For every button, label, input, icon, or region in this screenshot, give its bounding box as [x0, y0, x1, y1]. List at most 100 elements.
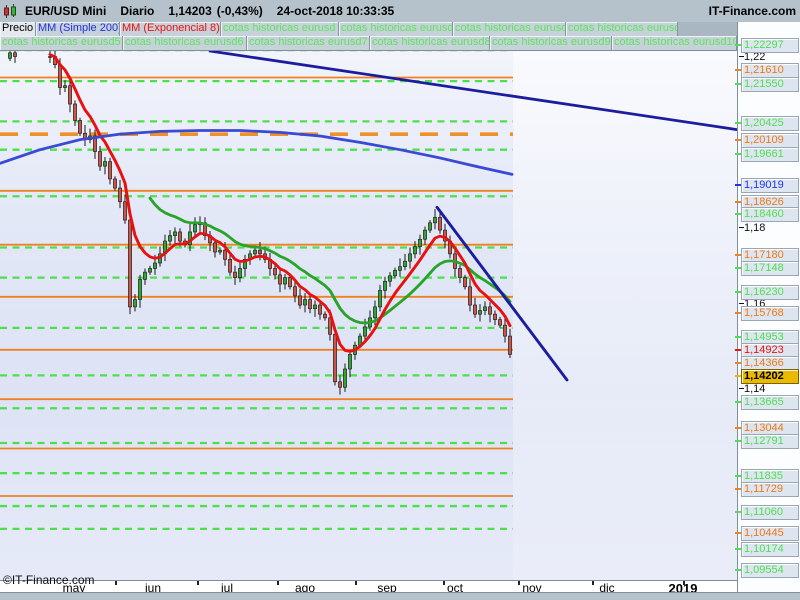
price-level-tag: 1,17148 — [735, 261, 799, 276]
toolbar-button-cotas-historicas-eurusd3[interactable]: cotas historicas eurusd3 — [453, 22, 566, 36]
price-level-tag: 1,11729 — [735, 482, 799, 497]
toolbar-button-cotas-historicas-eurusd2[interactable]: cotas historicas eurusd2 — [339, 22, 453, 36]
brand-logo-text: IT-Finance.com — [708, 4, 796, 18]
toolbar-button-cotas-historicas-eurusd7[interactable]: cotas historicas eurusd7 — [247, 36, 370, 50]
price-level-tag: 1,10445 — [735, 526, 799, 541]
last-price: 1,14203 — [168, 4, 212, 18]
month-label-ago: ago — [294, 581, 316, 595]
price-level-tag: 1,19661 — [735, 147, 799, 162]
candle-down — [278, 274, 282, 285]
indicator-toolbar-row-2: cotas historicas eurusd5 cotas historicas… — [0, 36, 737, 50]
candle-up — [283, 277, 287, 285]
candle-up — [478, 310, 482, 315]
candle-down — [308, 299, 312, 310]
price-level-tag: 1,19019 — [735, 178, 799, 193]
timeframe-label: Diario — [120, 4, 155, 18]
trendline-steep-downtrend — [435, 205, 569, 382]
candle-up — [403, 260, 407, 267]
candle-down — [113, 178, 117, 189]
candle-down — [73, 103, 77, 121]
price-level-tag: 1,10174 — [735, 542, 799, 557]
candle-up — [398, 266, 402, 271]
price-level-tag: 1,13665 — [735, 395, 799, 410]
month-tick — [683, 581, 685, 585]
candle-down — [498, 319, 502, 326]
status-bar — [0, 592, 800, 600]
candle-up — [413, 246, 417, 255]
toolbar-button-cotas-historicas-eurusd6[interactable]: cotas historicas eurusd6 — [123, 36, 247, 50]
month-tick — [197, 581, 199, 585]
candle-down — [273, 268, 277, 276]
candle-up — [218, 249, 222, 253]
toolbar-button-cotas-historicas-eurusd8[interactable]: cotas historicas eurusd8 — [370, 36, 490, 50]
candle-up — [148, 268, 152, 273]
candle-down — [213, 242, 217, 253]
candle-up — [383, 280, 387, 291]
candle-down — [318, 304, 322, 315]
candle-down — [458, 268, 462, 278]
candle-up — [103, 161, 107, 167]
candle-up — [193, 224, 197, 233]
future-area-shading — [513, 51, 737, 581]
instrument-name: EUR/USD Mini — [25, 4, 107, 18]
price-axis-scale-label: 1,22 — [739, 51, 794, 63]
toolbar-button-cotas-historicas-eurusd4[interactable]: cotas historicas eurusd4 — [566, 22, 678, 36]
moving-average-green — [148, 196, 512, 325]
month-label-dic: dic — [599, 581, 615, 595]
candle-up — [8, 52, 12, 59]
month-tick — [518, 581, 520, 585]
candle-down — [13, 52, 17, 57]
candle-down — [288, 277, 292, 288]
time-axis[interactable]: may jun jul ago sep oct nov dic 2019 — [0, 580, 737, 596]
price-level-tag: 1,12791 — [735, 434, 799, 449]
month-label-may: may — [62, 581, 86, 595]
price-level-tag: 1,11060 — [735, 505, 799, 520]
toolbar-button-mm-exponencial-8[interactable]: MM (Exponencial 8) — [120, 22, 221, 36]
toolbar-button-cotas-historicas-eurusd10[interactable]: cotas historicas eurusd10 — [612, 36, 737, 50]
candle-up — [428, 222, 432, 231]
price-level-tag: 1,13044 — [735, 421, 799, 436]
month-tick — [277, 581, 279, 585]
candle-down — [508, 335, 512, 355]
price-level-tag: 1,14953 — [735, 330, 799, 345]
moving-average-ema8-red — [48, 53, 512, 353]
candle-down — [298, 295, 302, 306]
month-label-nov: nov — [522, 581, 542, 595]
candle-up — [243, 259, 247, 269]
candle-up — [133, 299, 137, 308]
candle-down — [338, 381, 342, 388]
candle-down — [258, 249, 262, 255]
price-level-tag: 1,21550 — [735, 77, 799, 92]
candlestick-chart-canvas[interactable] — [0, 51, 737, 581]
candle-down — [223, 249, 227, 260]
toolbar-button-cotas-historicas-eurusd[interactable]: cotas historicas eurusd — [221, 22, 339, 36]
candlestick-icon — [4, 3, 16, 18]
toolbar-button-precio[interactable]: Precio — [0, 22, 36, 36]
candle-up — [373, 306, 377, 319]
chart-plot-area[interactable]: ©IT-Finance.com — [0, 50, 737, 587]
price-level-tag: 1,18460 — [735, 207, 799, 222]
candle-down — [323, 313, 327, 319]
price-level-tag: 1,20425 — [735, 116, 799, 131]
toolbar-button-cotas-historicas-eurusd5[interactable]: cotas historicas eurusd5 — [0, 36, 123, 50]
candle-up — [388, 275, 392, 282]
candle-down — [118, 187, 122, 203]
candle-down — [468, 286, 472, 306]
price-axis-scale-label: 1,14 — [739, 383, 794, 395]
quote-datetime: 24-oct-2018 10:33:35 — [276, 4, 395, 18]
candle-down — [68, 85, 72, 105]
watermark: ©IT-Finance.com — [3, 573, 95, 587]
candle-up — [343, 368, 347, 388]
candle-down — [48, 56, 52, 58]
candle-up — [253, 249, 257, 255]
candle-up — [423, 229, 427, 240]
price-axis[interactable]: 1,22 1,18 1,16 1,14 1,22297 1,21610 1,21550 1,2… — [735, 22, 800, 592]
candle-down — [123, 201, 127, 221]
toolbar-button-mm-simple-200[interactable]: MM (Simple 200) — [36, 22, 120, 36]
candle-up — [483, 306, 487, 311]
candle-up — [433, 216, 437, 224]
toolbar-button-cotas-historicas-eurusd9[interactable]: cotas historicas eurusd9 — [490, 36, 612, 50]
candle-up — [153, 262, 157, 269]
candle-down — [128, 219, 132, 308]
candle-down — [93, 135, 97, 152]
